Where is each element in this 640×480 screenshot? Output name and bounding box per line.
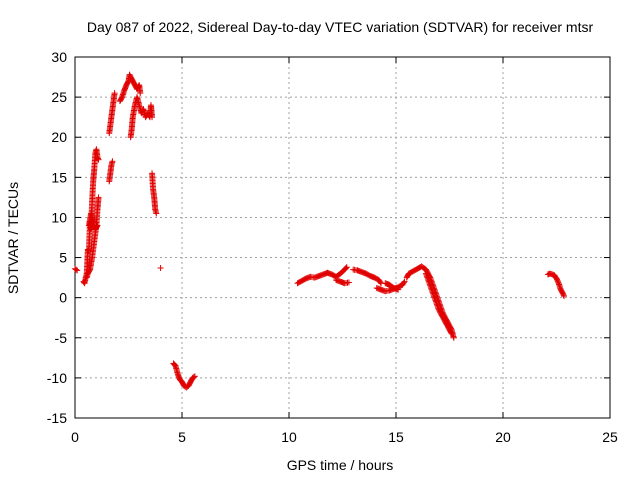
data-point bbox=[343, 264, 350, 271]
data-point bbox=[94, 222, 101, 229]
data-point bbox=[448, 330, 455, 337]
x-tick-label: 0 bbox=[71, 429, 79, 445]
y-tick-label: -5 bbox=[55, 330, 68, 346]
data-point bbox=[137, 90, 144, 97]
y-tick-label: 25 bbox=[51, 89, 67, 105]
data-point bbox=[343, 264, 350, 271]
data-point bbox=[560, 293, 567, 300]
data-point bbox=[74, 267, 81, 274]
x-tick-label: 25 bbox=[602, 429, 618, 445]
plot-frame bbox=[74, 56, 611, 419]
chart-title: Day 087 of 2022, Sidereal Day-to-day VTE… bbox=[87, 19, 594, 35]
y-tick-label: 0 bbox=[59, 290, 67, 306]
data-point bbox=[448, 329, 455, 336]
y-axis-label: SDTVAR / TECUs bbox=[5, 182, 21, 294]
data-point bbox=[73, 266, 80, 273]
data-point bbox=[377, 279, 384, 286]
data-point bbox=[153, 210, 160, 217]
data-point bbox=[93, 223, 100, 230]
data-point bbox=[95, 156, 102, 163]
y-tick-label: 30 bbox=[51, 49, 67, 65]
x-tick-label: 5 bbox=[178, 429, 186, 445]
y-tick-label: 15 bbox=[51, 169, 67, 185]
data-point bbox=[95, 155, 102, 162]
data-point bbox=[191, 373, 198, 380]
data-point bbox=[400, 279, 407, 286]
x-tick-label: 10 bbox=[281, 429, 297, 445]
data-point bbox=[345, 279, 352, 286]
y-tick-label: -15 bbox=[47, 410, 67, 426]
y-tick-label: 5 bbox=[59, 250, 67, 266]
data-point bbox=[560, 291, 567, 298]
axis-ticks: 0 5 10 15 20 25 -15 -10 -5 0 5 10 15 20 25 30 bbox=[47, 49, 618, 445]
data-point bbox=[450, 334, 457, 341]
data-point bbox=[111, 90, 118, 97]
data-point bbox=[95, 194, 102, 201]
x-axis-label: GPS time / hours bbox=[287, 457, 394, 473]
data-points bbox=[72, 71, 567, 391]
data-point bbox=[157, 264, 164, 271]
grid-lines bbox=[75, 57, 610, 418]
x-tick-label: 15 bbox=[388, 429, 404, 445]
data-point bbox=[190, 374, 197, 381]
data-point bbox=[149, 114, 156, 121]
y-tick-label: 10 bbox=[51, 209, 67, 225]
data-point bbox=[395, 286, 402, 293]
data-point bbox=[109, 158, 116, 165]
x-tick-label: 20 bbox=[495, 429, 511, 445]
y-tick-label: -10 bbox=[47, 370, 67, 386]
y-tick-label: 20 bbox=[51, 129, 67, 145]
data-point bbox=[401, 278, 408, 285]
